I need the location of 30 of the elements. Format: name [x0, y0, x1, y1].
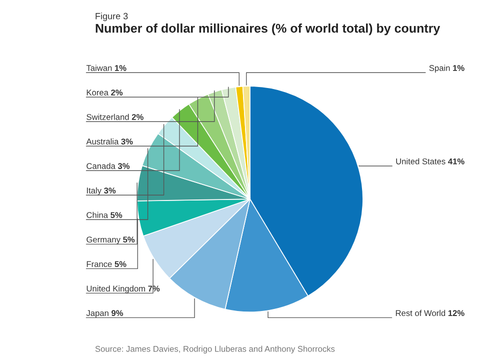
data-label: 3% — [121, 138, 133, 144]
data-label: 9% — [112, 310, 124, 316]
slice-label: Italy — [87, 187, 102, 196]
data-label: 1% — [453, 65, 464, 71]
chart-title: Number of dollar millionaires (% of world total) by country — [96, 24, 440, 36]
chart-subtitle: Figure 3 — [96, 12, 128, 22]
slice-label: Japan — [86, 310, 108, 318]
source-note: Source: James Davies, Rodrigo Lluberas and Anthony Shorrocks — [95, 346, 335, 354]
slice-label: Australia — [86, 138, 119, 144]
data-label: 12% — [448, 310, 464, 316]
data-label: 5% — [123, 236, 135, 243]
data-label: 5% — [110, 212, 122, 218]
data-label: 41% — [448, 158, 464, 164]
slice-label: Korea — [86, 90, 108, 96]
data-label: 1% — [115, 65, 126, 71]
slice-label: Spain — [429, 64, 450, 73]
slice-label: Germany — [86, 236, 120, 244]
data-label: 2% — [111, 90, 123, 96]
data-label: 3% — [104, 188, 116, 194]
slice-label: United States — [396, 158, 446, 164]
data-label: 3% — [118, 163, 130, 170]
slice-label: Canada — [86, 162, 116, 169]
data-label: 5% — [114, 261, 126, 268]
data-label: 2% — [132, 114, 144, 120]
slice-label: France — [86, 261, 112, 268]
slice-label: United Kingdom — [86, 285, 145, 294]
slice-label: Switzerland — [86, 114, 129, 120]
slice-label: Rest of World — [396, 310, 446, 316]
slice-label: China — [86, 212, 108, 218]
slice-label: Taiwan — [86, 64, 112, 71]
